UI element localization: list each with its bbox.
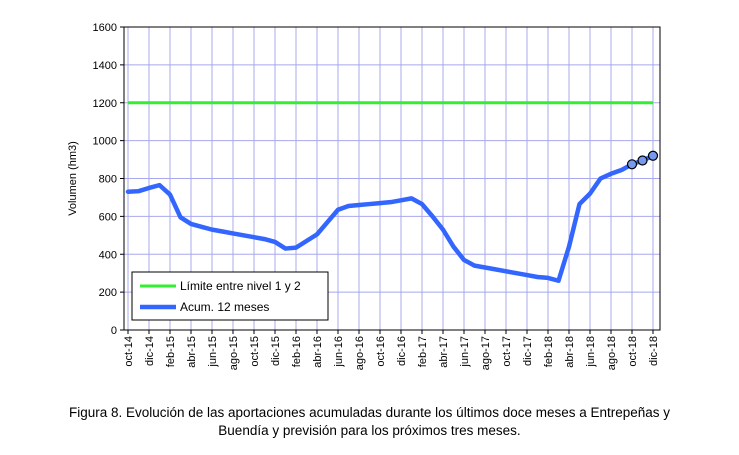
- x-tick-label: oct-18: [627, 336, 639, 367]
- y-tick-label: 400: [99, 249, 117, 261]
- x-tick-label: ago-16: [354, 336, 366, 370]
- x-tick-label: feb-17: [417, 336, 429, 367]
- x-tick-label: dic-17: [522, 336, 534, 366]
- x-tick-label: jun-15: [207, 336, 219, 368]
- y-tick-label: 600: [99, 211, 117, 223]
- accum-line: [125, 153, 656, 284]
- forecast-point: [626, 159, 638, 170]
- x-tick-label: abr-15: [186, 336, 198, 368]
- chart: 0 200 400 600 800 1000 1200 1400 1600 oct-14 dic-1…: [67, 22, 661, 370]
- x-tick-label: abr-16: [312, 336, 324, 368]
- x-tick-label: abr-18: [564, 336, 576, 368]
- x-tick-label: feb-16: [291, 336, 303, 367]
- y-axis-label: Volumen (hm3): [67, 141, 79, 216]
- x-tick-label: dic-15: [270, 336, 282, 366]
- x-tick-label: jun-18: [585, 336, 597, 368]
- x-tick-label: feb-15: [165, 336, 177, 367]
- x-tick-label: dic-14: [144, 336, 156, 366]
- legend-label-accum: Acum. 12 meses: [180, 300, 269, 314]
- x-tick-label: ago-15: [228, 336, 240, 370]
- y-tick-label: 1200: [93, 98, 117, 110]
- x-tick-label: oct-16: [375, 336, 387, 367]
- y-tick-label: 1600: [93, 22, 117, 34]
- series-lines: [125, 101, 659, 284]
- x-tick-label: oct-14: [123, 336, 135, 367]
- x-tick-label: feb-18: [543, 336, 555, 367]
- x-tick-label: dic-16: [396, 336, 408, 366]
- x-tick-label: oct-15: [249, 336, 261, 367]
- y-tick-label: 0: [111, 325, 117, 337]
- axes: 0 200 400 600 800 1000 1200 1400 1600 oct-14 dic-1…: [67, 22, 660, 370]
- caption-line-2: Buendía y previsión para los próximos tr…: [218, 423, 521, 438]
- legend: Límite entre nivel 1 y 2 Acum. 12 meses: [131, 271, 329, 321]
- x-tick-label: oct-17: [501, 336, 513, 367]
- y-tick-label: 1000: [93, 136, 117, 148]
- x-tick-label: ago-18: [606, 336, 618, 370]
- y-tick-label: 800: [99, 174, 117, 186]
- caption-line-1: Figura 8. Evolución de las aportaciones …: [68, 405, 671, 420]
- legend-box: [131, 271, 329, 321]
- x-tick-label: jun-17: [459, 336, 471, 368]
- y-tick-label: 200: [99, 287, 117, 299]
- y-tick-label: 1400: [93, 60, 117, 72]
- x-tick-label: jun-16: [333, 336, 345, 368]
- legend-label-limit: Límite entre nivel 1 y 2: [180, 279, 301, 293]
- forecast-point: [637, 155, 648, 166]
- x-tick-label: ago-17: [480, 336, 492, 370]
- x-tick-label: dic-18: [648, 336, 660, 366]
- forecast-point: [647, 150, 659, 161]
- figure-caption: Figura 8. Evolución de las aportaciones …: [0, 404, 739, 440]
- x-tick-label: abr-17: [438, 336, 450, 368]
